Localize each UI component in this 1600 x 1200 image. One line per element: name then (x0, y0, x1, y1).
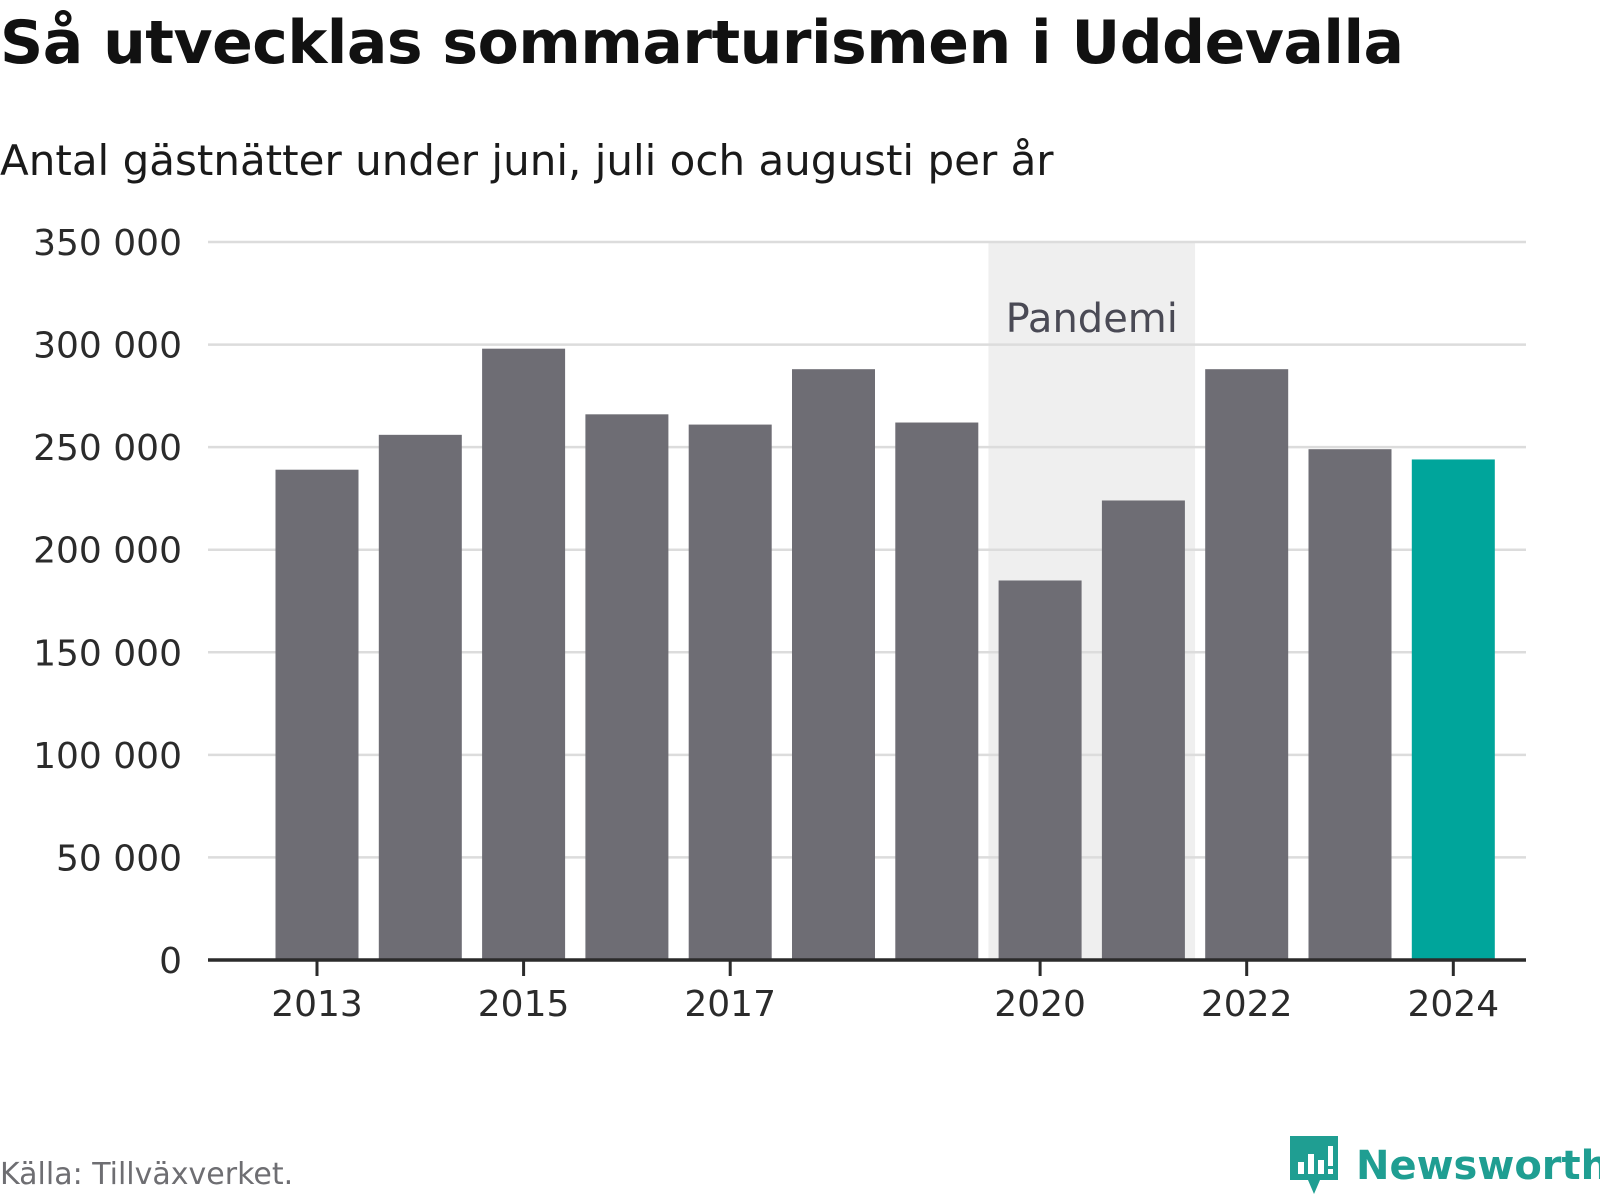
annotation-label: Pandemi (1006, 296, 1178, 342)
bar-2018 (792, 369, 875, 960)
y-tick-label: 300 000 (33, 326, 182, 367)
y-tick-label: 150 000 (33, 633, 182, 674)
brand-logo: Newsworthy (1290, 1136, 1600, 1196)
bar-2016 (585, 414, 669, 960)
y-tick-label: 200 000 (33, 531, 182, 572)
y-tick-label: 0 (159, 941, 182, 982)
x-tick-label: 2017 (684, 984, 776, 1025)
brand-name: Newsworthy (1356, 1143, 1600, 1189)
y-tick-label: 50 000 (56, 838, 182, 879)
newsworthy-logo-icon (1290, 1136, 1338, 1194)
bar-2014 (378, 434, 462, 960)
label-layer: 0 50 000 100 000 150 000 200 000 250 000 300 0… (33, 223, 1499, 1025)
bar-chart: Pandemi 0 50 000 100 000 150 000 200 000 250 … (33, 223, 1526, 1025)
x-tick-label: 2015 (478, 984, 570, 1025)
bar-2013 (275, 469, 359, 960)
axis-layer (208, 958, 1526, 976)
bar-layer (275, 348, 1495, 960)
y-tick-label: 100 000 (33, 736, 182, 777)
x-tick-label: 2022 (1201, 984, 1293, 1025)
bar-2019 (895, 422, 979, 960)
y-tick-label: 250 000 (33, 428, 182, 469)
bar-2022 (1205, 369, 1289, 960)
chart-subtitle: Antal gästnätter under juni, juli och au… (0, 136, 1054, 185)
bar-2024 (1411, 459, 1495, 960)
y-tick-label: 350 000 (33, 223, 182, 264)
x-tick-label: 2024 (1407, 984, 1499, 1025)
bar-2020 (998, 580, 1082, 960)
chart-title: Så utvecklas sommarturismen i Uddevalla (0, 8, 1404, 78)
bar-2015 (482, 348, 566, 960)
bar-2021 (1101, 500, 1185, 960)
bar-2017 (688, 424, 772, 960)
source-note: Källa: Tillväxverket. (0, 1157, 294, 1192)
bar-2023 (1308, 449, 1392, 960)
x-tick-label: 2013 (271, 984, 363, 1025)
x-tick-label: 2020 (994, 984, 1086, 1025)
